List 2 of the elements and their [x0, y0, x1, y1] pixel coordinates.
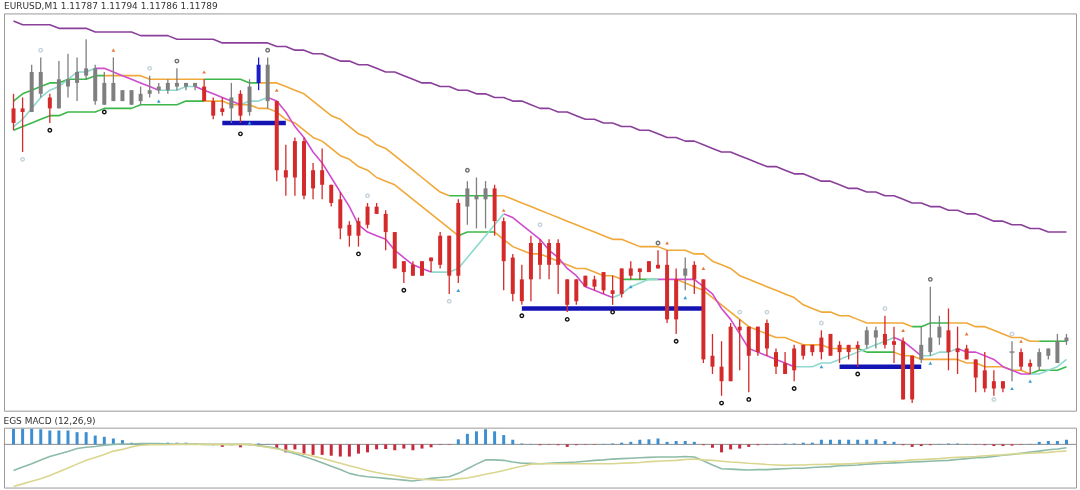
- chart-title: EURUSD,M1 1.11787 1.11794 1.11786 1.11789: [3, 1, 218, 12]
- chart-title: EGS MACD (12,26,9): [3, 415, 96, 426]
